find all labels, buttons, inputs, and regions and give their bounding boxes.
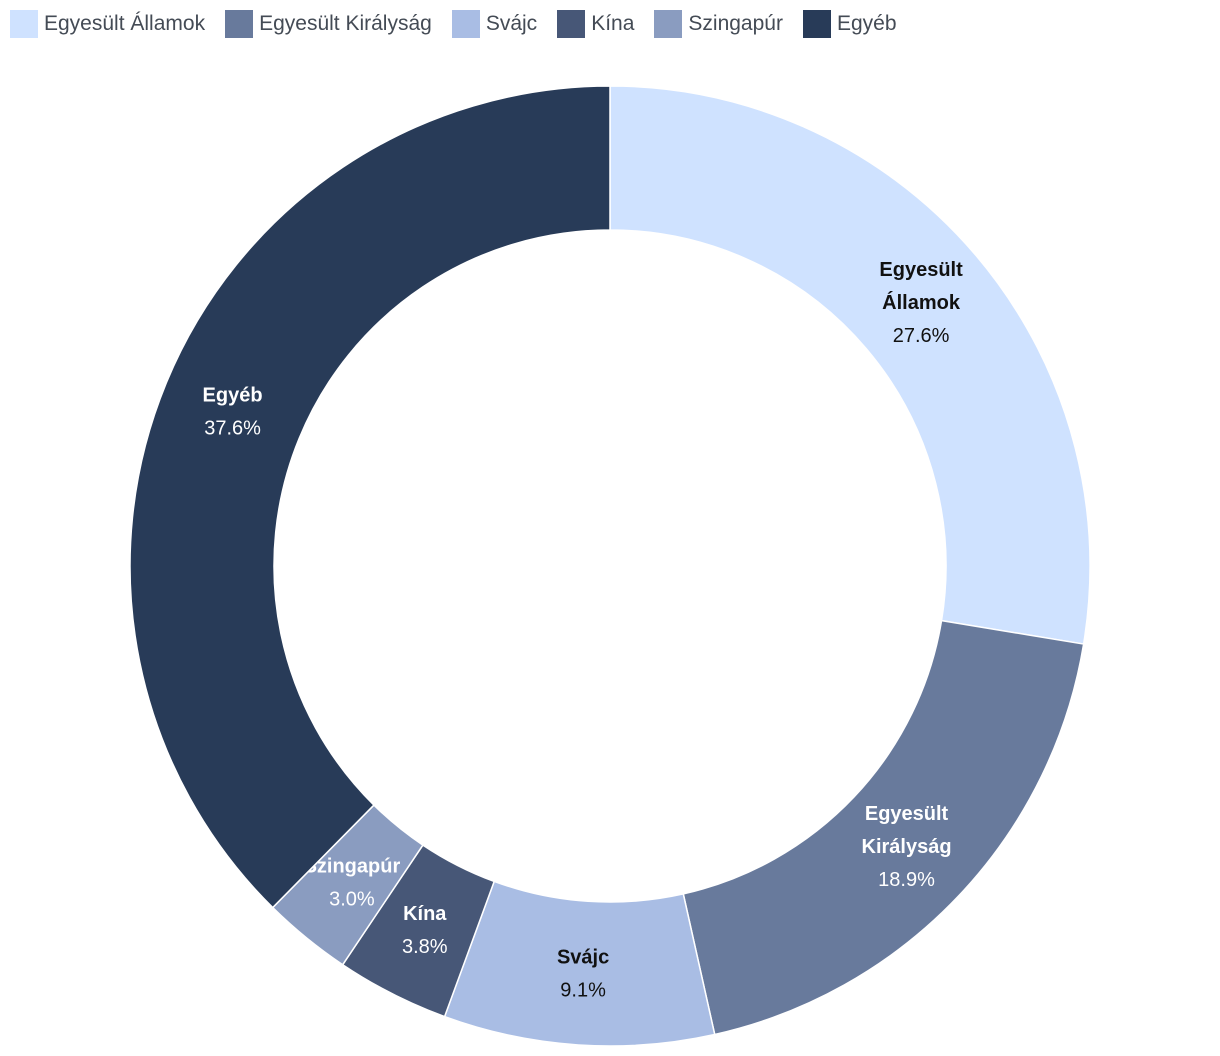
legend-item[interactable]: Szingapúr bbox=[654, 10, 783, 38]
slice-label: Svájc bbox=[557, 947, 609, 969]
legend-swatch bbox=[10, 10, 38, 38]
legend-item[interactable]: Egyesült Államok bbox=[10, 10, 205, 38]
legend-label: Kína bbox=[591, 12, 635, 35]
slice-label: Szingapúr bbox=[304, 855, 401, 877]
slice-label: Királyság bbox=[862, 836, 952, 858]
chart-legend: Egyesült Államok Egyesült Királyság Svájc K… bbox=[10, 10, 917, 38]
slice-value-label: 37.6% bbox=[204, 418, 261, 440]
legend-label: Szingapúr bbox=[688, 12, 783, 35]
legend-label: Egyéb bbox=[836, 12, 897, 35]
slice-value-label: 27.6% bbox=[893, 325, 950, 347]
slice-value-label: 3.0% bbox=[329, 888, 375, 910]
slice-label: Államok bbox=[882, 291, 961, 314]
slice-label: Egyesült bbox=[865, 803, 949, 825]
slice-egyesült-államok[interactable] bbox=[609, 85, 1091, 645]
slice-label: Egyéb bbox=[203, 385, 263, 407]
slice-egyéb[interactable] bbox=[129, 85, 611, 909]
slice-value-label: 18.9% bbox=[878, 869, 935, 891]
legend-swatch bbox=[225, 10, 254, 38]
legend-label: Svájc bbox=[485, 12, 538, 35]
legend-item[interactable]: Egyesült Királyság bbox=[225, 10, 432, 38]
legend-swatch bbox=[802, 10, 831, 38]
legend-swatch bbox=[557, 10, 586, 38]
legend-swatch bbox=[451, 10, 480, 38]
legend-swatch bbox=[654, 10, 683, 38]
slice-egyesült-királyság[interactable] bbox=[682, 619, 1085, 1036]
slice-value-label: 9.1% bbox=[560, 980, 606, 1002]
legend-label: Egyesült Királyság bbox=[259, 12, 432, 35]
slice-label: Kína bbox=[403, 903, 447, 925]
legend-item[interactable]: Egyéb bbox=[802, 10, 897, 38]
legend-item[interactable]: Svájc bbox=[451, 10, 538, 38]
slice-value-label: 3.8% bbox=[402, 936, 448, 958]
slice-label: Egyesült bbox=[879, 259, 963, 281]
legend-label: Egyesült Államok bbox=[44, 12, 206, 35]
legend-item[interactable]: Kína bbox=[557, 10, 634, 38]
